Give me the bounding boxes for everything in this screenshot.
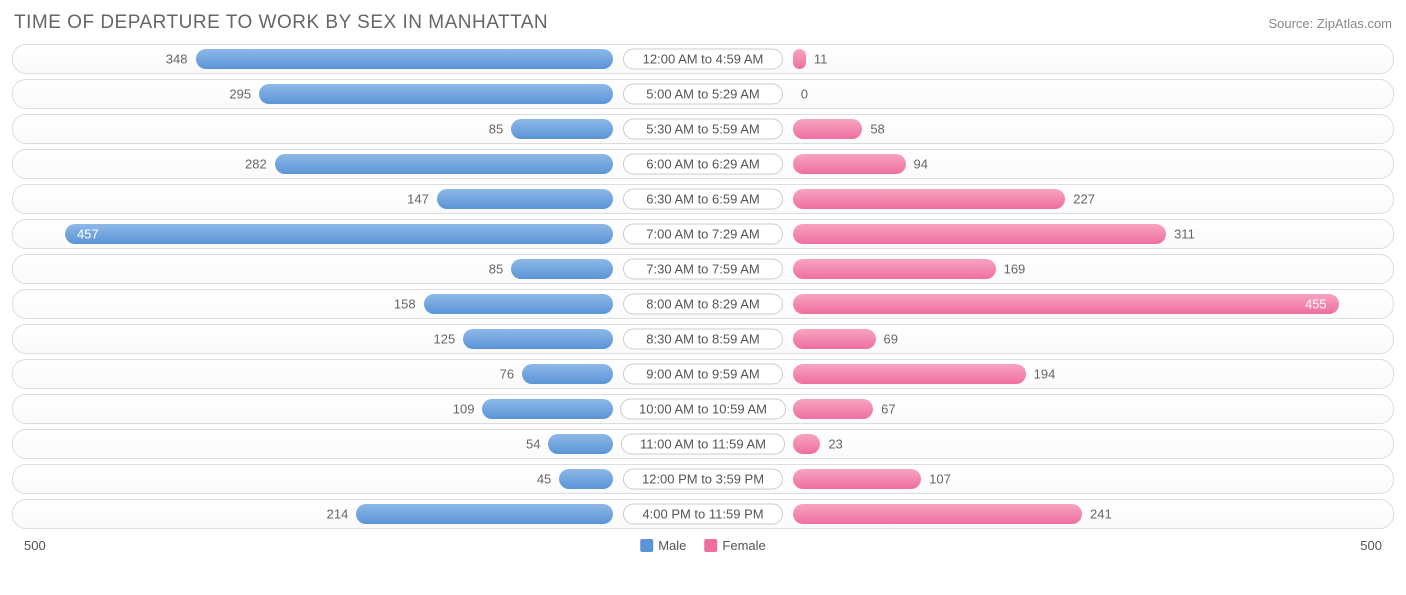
male-bar <box>356 504 613 524</box>
male-value: 76 <box>500 367 514 382</box>
female-value: 94 <box>914 157 928 172</box>
axis-row: 500 Male Female 500 <box>10 534 1396 553</box>
male-value: 85 <box>489 122 503 137</box>
male-bar <box>548 434 613 454</box>
axis-right-max: 500 <box>1360 538 1382 553</box>
legend-female: Female <box>704 538 765 553</box>
female-bar <box>793 189 1066 209</box>
time-range-label: 12:00 AM to 4:59 AM <box>623 49 783 70</box>
male-value: 282 <box>245 157 267 172</box>
chart-row: 85 169 7:30 AM to 7:59 AM <box>12 254 1394 284</box>
chart-row: 282 94 6:00 AM to 6:29 AM <box>12 149 1394 179</box>
male-bar <box>559 469 613 489</box>
male-value: 125 <box>434 332 456 347</box>
chart-row: 85 58 5:30 AM to 5:59 AM <box>12 114 1394 144</box>
male-bar <box>259 84 613 104</box>
chart-title: TIME OF DEPARTURE TO WORK BY SEX IN MANH… <box>14 12 548 34</box>
female-bar <box>793 294 1339 314</box>
chart-area: 348 11 12:00 AM to 4:59 AM 295 0 5:00 AM to 5… <box>10 44 1396 529</box>
time-range-label: 8:00 AM to 8:29 AM <box>623 294 783 315</box>
female-value: 107 <box>929 472 951 487</box>
chart-row: 348 11 12:00 AM to 4:59 AM <box>12 44 1394 74</box>
chart-row: 457 311 7:00 AM to 7:29 AM <box>12 219 1394 249</box>
male-value: 214 <box>327 507 349 522</box>
female-bar <box>793 49 806 69</box>
legend: Male Female <box>640 538 766 553</box>
female-value: 11 <box>814 52 828 67</box>
male-value: 348 <box>166 52 188 67</box>
female-value: 0 <box>801 87 808 102</box>
chart-row: 76 194 9:00 AM to 9:59 AM <box>12 359 1394 389</box>
female-value: 58 <box>870 122 884 137</box>
female-bar <box>793 364 1026 384</box>
male-bar <box>424 294 614 314</box>
female-value: 169 <box>1004 262 1026 277</box>
male-bar <box>196 49 614 69</box>
chart-row: 147 227 6:30 AM to 6:59 AM <box>12 184 1394 214</box>
male-value: 54 <box>526 437 540 452</box>
female-value: 194 <box>1034 367 1056 382</box>
time-range-label: 7:30 AM to 7:59 AM <box>623 259 783 280</box>
male-value: 45 <box>537 472 551 487</box>
male-value: 158 <box>394 297 416 312</box>
female-bar <box>793 469 921 489</box>
male-bar <box>511 119 613 139</box>
legend-female-label: Female <box>722 538 765 553</box>
female-value: 67 <box>881 402 895 417</box>
female-bar <box>793 399 873 419</box>
female-swatch-icon <box>704 539 717 552</box>
legend-male: Male <box>640 538 686 553</box>
time-range-label: 6:30 AM to 6:59 AM <box>623 189 783 210</box>
time-range-label: 12:00 PM to 3:59 PM <box>623 469 783 490</box>
male-bar <box>522 364 613 384</box>
time-range-label: 7:00 AM to 7:29 AM <box>623 224 783 245</box>
male-value: 85 <box>489 262 503 277</box>
female-bar <box>793 154 906 174</box>
female-bar <box>793 504 1082 524</box>
male-bar <box>511 259 613 279</box>
female-value: 455 <box>1305 297 1327 312</box>
female-value: 227 <box>1073 192 1095 207</box>
female-value: 241 <box>1090 507 1112 522</box>
time-range-label: 10:00 AM to 10:59 AM <box>620 399 786 420</box>
time-range-label: 4:00 PM to 11:59 PM <box>623 504 783 525</box>
legend-male-label: Male <box>658 538 686 553</box>
time-range-label: 8:30 AM to 8:59 AM <box>623 329 783 350</box>
chart-row: 158 455 8:00 AM to 8:29 AM <box>12 289 1394 319</box>
chart-row: 109 67 10:00 AM to 10:59 AM <box>12 394 1394 424</box>
male-bar <box>275 154 614 174</box>
male-bar <box>65 224 614 244</box>
male-value: 109 <box>453 402 475 417</box>
time-range-label: 5:30 AM to 5:59 AM <box>623 119 783 140</box>
chart-row: 45 107 12:00 PM to 3:59 PM <box>12 464 1394 494</box>
female-bar <box>793 259 996 279</box>
female-value: 23 <box>828 437 842 452</box>
female-bar <box>793 224 1166 244</box>
source-attribution: Source: ZipAtlas.com <box>1268 16 1392 31</box>
time-range-label: 5:00 AM to 5:29 AM <box>623 84 783 105</box>
time-range-label: 11:00 AM to 11:59 AM <box>621 434 785 455</box>
female-bar <box>793 119 863 139</box>
male-bar <box>463 329 613 349</box>
male-value: 295 <box>229 87 251 102</box>
female-bar <box>793 329 876 349</box>
male-bar <box>437 189 613 209</box>
time-range-label: 9:00 AM to 9:59 AM <box>623 364 783 385</box>
female-value: 311 <box>1174 227 1195 242</box>
male-bar <box>482 399 613 419</box>
male-value: 147 <box>407 192 429 207</box>
time-range-label: 6:00 AM to 6:29 AM <box>623 154 783 175</box>
female-bar <box>793 434 821 454</box>
chart-row: 125 69 8:30 AM to 8:59 AM <box>12 324 1394 354</box>
axis-left-max: 500 <box>24 538 46 553</box>
chart-row: 54 23 11:00 AM to 11:59 AM <box>12 429 1394 459</box>
chart-row: 214 241 4:00 PM to 11:59 PM <box>12 499 1394 529</box>
male-value: 457 <box>77 227 99 242</box>
male-swatch-icon <box>640 539 653 552</box>
chart-row: 295 0 5:00 AM to 5:29 AM <box>12 79 1394 109</box>
female-value: 69 <box>884 332 898 347</box>
